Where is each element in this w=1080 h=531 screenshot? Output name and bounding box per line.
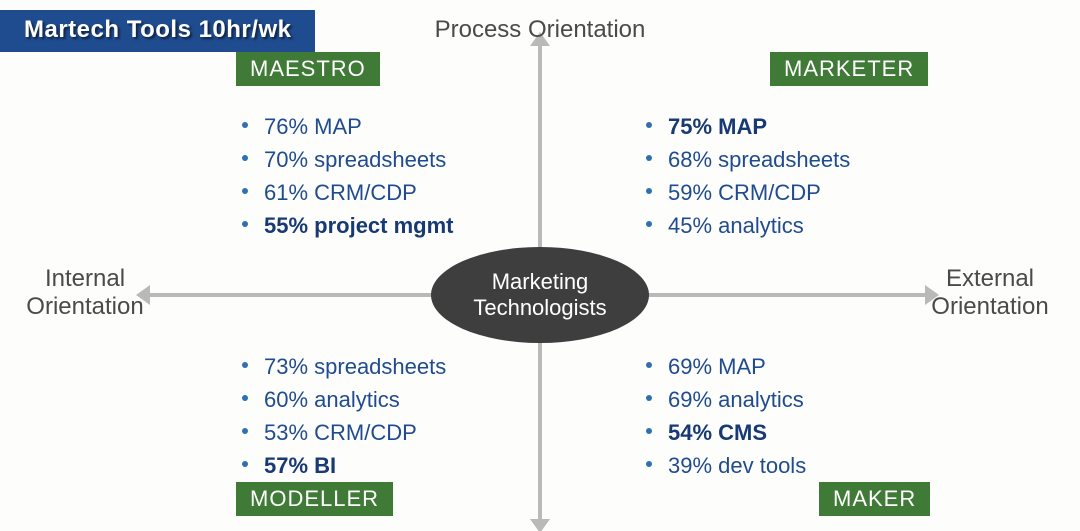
bullet-icon (242, 155, 248, 161)
list-item-text: 68% spreadsheets (668, 147, 850, 172)
list-item-text: 75% MAP (668, 114, 767, 139)
bullet-icon (242, 461, 248, 467)
list-item-text: 69% analytics (668, 387, 804, 412)
list-item-text: 61% CRM/CDP (264, 180, 417, 205)
quadrant-marketer-list: 75% MAP 68% spreadsheets 59% CRM/CDP 45% an… (640, 110, 850, 242)
bullet-icon (242, 428, 248, 434)
list-item-text: 45% analytics (668, 213, 804, 238)
bullet-icon (646, 155, 652, 161)
bullet-icon (646, 188, 652, 194)
center-line2: Technologists (473, 295, 606, 320)
center-ellipse-text: Marketing Technologists (473, 269, 606, 322)
list-item: 59% CRM/CDP (640, 176, 850, 209)
bullet-icon (646, 122, 652, 128)
axis-label-top: Process Orientation (410, 16, 670, 44)
list-item-text: 57% BI (264, 453, 336, 478)
list-item: 54% CMS (640, 416, 806, 449)
list-item-text: 70% spreadsheets (264, 147, 446, 172)
bullet-icon (646, 395, 652, 401)
bullet-icon (242, 362, 248, 368)
list-item: 39% dev tools (640, 449, 806, 482)
quadrant-maestro-list: 76% MAP 70% spreadsheets 61% CRM/CDP 55% pr… (236, 110, 454, 242)
bullet-icon (242, 395, 248, 401)
list-item: 45% analytics (640, 209, 850, 242)
title-text: Martech Tools 10hr/wk (24, 16, 291, 43)
list-item: 75% MAP (640, 110, 850, 143)
badge-marketer: MARKETER (770, 52, 928, 86)
bullet-icon (242, 122, 248, 128)
bullet-icon (242, 221, 248, 227)
list-item-text: 39% dev tools (668, 453, 806, 478)
axis-label-right: ExternalOrientation (915, 265, 1065, 320)
center-ellipse: Marketing Technologists (431, 247, 649, 343)
badge-maestro: MAESTRO (236, 52, 380, 86)
quadrant-diagram: { "title": "Martech Tools 10hr/wk", "tit… (0, 0, 1080, 531)
list-item: 60% analytics (236, 383, 446, 416)
list-item: 69% analytics (640, 383, 806, 416)
list-item-text: 69% MAP (668, 354, 766, 379)
quadrant-modeller-list: 73% spreadsheets 60% analytics 53% CRM/CDP… (236, 350, 446, 482)
center-line1: Marketing (492, 269, 589, 294)
list-item-text: 73% spreadsheets (264, 354, 446, 379)
axis-label-left: InternalOrientation (10, 265, 160, 320)
list-item-text: 76% MAP (264, 114, 362, 139)
arrowhead-down-icon (530, 519, 550, 531)
list-item-text: 59% CRM/CDP (668, 180, 821, 205)
list-item: 61% CRM/CDP (236, 176, 454, 209)
quadrant-maker-list: 69% MAP 69% analytics 54% CMS 39% dev tools (640, 350, 806, 482)
list-item-text: 54% CMS (668, 420, 767, 445)
list-item: 76% MAP (236, 110, 454, 143)
list-item: 73% spreadsheets (236, 350, 446, 383)
badge-maker: MAKER (819, 482, 930, 516)
bullet-icon (646, 428, 652, 434)
list-item-text: 53% CRM/CDP (264, 420, 417, 445)
badge-modeller: MODELLER (236, 482, 393, 516)
title-banner: Martech Tools 10hr/wk (0, 10, 315, 52)
list-item: 55% project mgmt (236, 209, 454, 242)
bullet-icon (646, 362, 652, 368)
bullet-icon (646, 461, 652, 467)
list-item: 53% CRM/CDP (236, 416, 446, 449)
bullet-icon (646, 221, 652, 227)
list-item: 70% spreadsheets (236, 143, 454, 176)
list-item: 57% BI (236, 449, 446, 482)
list-item-text: 55% project mgmt (264, 213, 454, 238)
bullet-icon (242, 188, 248, 194)
list-item: 69% MAP (640, 350, 806, 383)
list-item: 68% spreadsheets (640, 143, 850, 176)
list-item-text: 60% analytics (264, 387, 400, 412)
